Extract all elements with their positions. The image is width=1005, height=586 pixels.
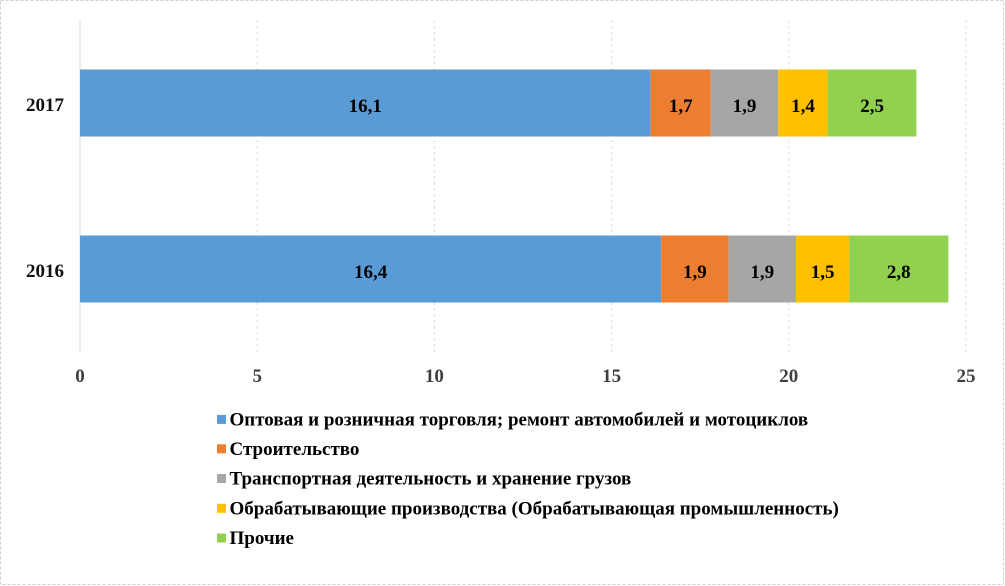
- svg-text:20: 20: [779, 366, 798, 387]
- svg-text:15: 15: [602, 366, 621, 387]
- svg-text:16,4: 16,4: [354, 262, 388, 283]
- svg-text:2,5: 2,5: [860, 96, 884, 117]
- svg-text:Строительство: Строительство: [230, 439, 360, 460]
- svg-text:Обрабатывающие производства (О: Обрабатывающие производства (Обрабатываю…: [230, 498, 839, 519]
- svg-text:1,7: 1,7: [669, 96, 693, 117]
- svg-text:2016: 2016: [26, 261, 64, 282]
- svg-text:2017: 2017: [26, 95, 65, 116]
- svg-text:1,5: 1,5: [811, 262, 835, 283]
- svg-text:1,9: 1,9: [750, 262, 774, 283]
- svg-text:16,1: 16,1: [349, 96, 382, 117]
- svg-text:0: 0: [75, 366, 85, 387]
- svg-text:1,9: 1,9: [733, 96, 757, 117]
- svg-text:5: 5: [252, 366, 262, 387]
- svg-text:Транспортная деятельность и хр: Транспортная деятельность и хранение гру…: [230, 469, 632, 490]
- svg-text:25: 25: [957, 366, 976, 387]
- svg-text:Прочие: Прочие: [230, 528, 294, 549]
- svg-text:1,9: 1,9: [683, 262, 707, 283]
- svg-text:Оптовая и розничная торговля;: Оптовая и розничная торговля; ремонт авт…: [230, 410, 809, 431]
- svg-text:10: 10: [425, 366, 444, 387]
- svg-text:1,4: 1,4: [791, 96, 815, 117]
- svg-text:2,8: 2,8: [887, 262, 911, 283]
